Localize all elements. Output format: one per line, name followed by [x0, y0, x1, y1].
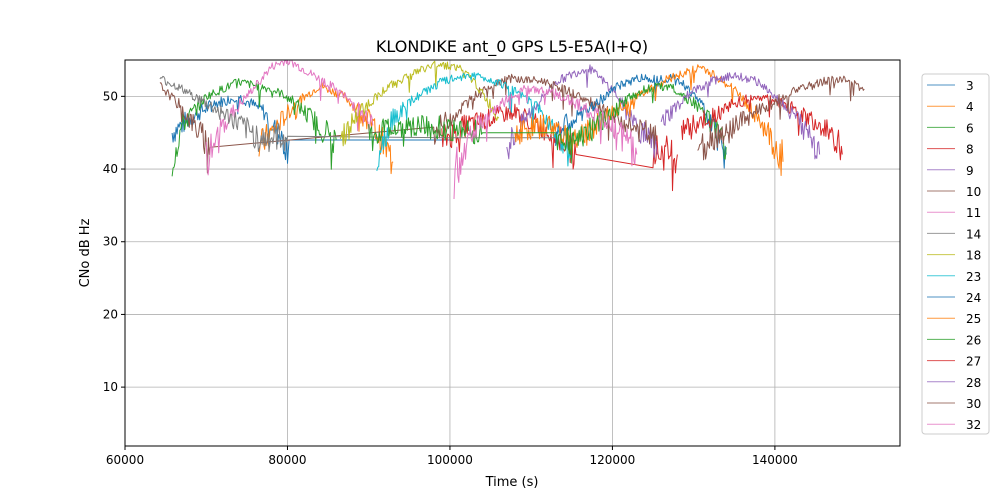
legend-label: 10: [966, 185, 981, 199]
series-line-27: [681, 94, 843, 161]
y-axis-label: CNo dB Hz: [78, 218, 93, 287]
legend-label: 4: [966, 100, 974, 114]
legend-label: 30: [966, 397, 981, 411]
series-line-23: [376, 72, 573, 172]
axis-ticks: 60000 80000 100000 120000 140000 10 20 30 40 50: [103, 89, 798, 467]
legend-label: 6: [966, 121, 974, 135]
legend-label: 25: [966, 312, 981, 326]
legend-label: 14: [966, 227, 981, 241]
series-line-18: [339, 60, 500, 147]
y-tick-label: 30: [103, 235, 118, 249]
legend-label: 28: [966, 376, 981, 390]
series-line-30: [697, 75, 865, 161]
y-tick-label: 20: [103, 307, 118, 321]
plot-frame: [124, 59, 901, 447]
series-line-28: [660, 72, 821, 160]
y-tick-label: 50: [103, 89, 118, 103]
legend-frame: [921, 73, 990, 435]
legend-label: 18: [966, 249, 981, 263]
x-tick-label: 120000: [590, 453, 636, 467]
legend-label: 9: [966, 164, 974, 178]
legend-label: 11: [966, 206, 981, 220]
series-line-11: [205, 60, 374, 176]
legend-label: 8: [966, 143, 974, 157]
series-lines: [159, 60, 865, 200]
chart-title: KLONDIKE ant_0 GPS L5-E5A(I+Q): [376, 37, 648, 57]
x-tick-label: 80000: [268, 453, 306, 467]
legend: 3 4 6 8 9 10 11 14 18 23 24 25 26 27 28 30 32: [921, 73, 990, 435]
x-tick-label: 60000: [106, 453, 144, 467]
legend-label: 26: [966, 333, 981, 347]
legend-label: 3: [966, 79, 974, 93]
series-line-26: [368, 82, 727, 164]
x-tick-label: 100000: [427, 453, 473, 467]
x-tick-label: 140000: [752, 453, 798, 467]
x-axis-label: Time (s): [485, 475, 539, 490]
legend-label: 24: [966, 291, 981, 305]
y-tick-label: 10: [103, 380, 118, 394]
series-line-32: [453, 84, 638, 200]
series-line-14: [159, 75, 556, 153]
legend-label: 32: [966, 418, 981, 432]
y-tick-label: 40: [103, 162, 118, 176]
legend-label: 27: [966, 355, 981, 369]
series-line-6: [171, 78, 337, 177]
legend-label: 23: [966, 270, 981, 284]
